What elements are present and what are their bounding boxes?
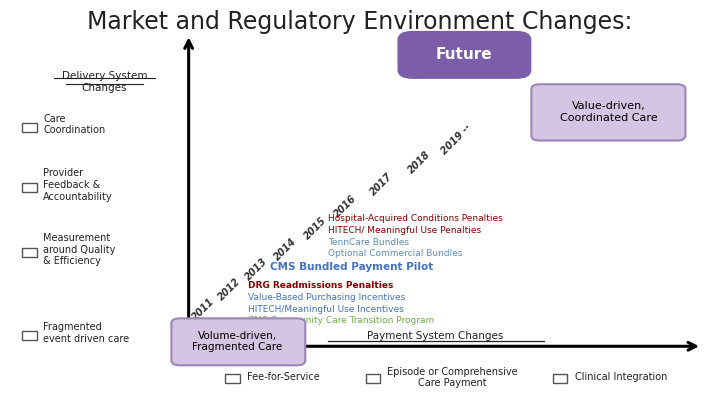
Text: CMS Community Care Transition Program: CMS Community Care Transition Program	[248, 316, 435, 325]
Text: TennCare Bundles: TennCare Bundles	[328, 238, 409, 247]
Text: HITECH/ Meaningful Use Penalties: HITECH/ Meaningful Use Penalties	[328, 226, 481, 235]
Text: Hospital-Acquired Conditions Penalties: Hospital-Acquired Conditions Penalties	[328, 214, 503, 223]
Text: Provider
Feedback &
Accountability: Provider Feedback & Accountability	[43, 168, 113, 202]
Bar	[22, 331, 37, 340]
Text: Payment System Changes: Payment System Changes	[367, 331, 504, 341]
Text: Market and Regulatory Environment Changes:: Market and Regulatory Environment Change…	[87, 10, 633, 34]
Text: CMS Bundled Payment Pilot: CMS Bundled Payment Pilot	[270, 262, 433, 272]
Text: Optional Commercial Bundles: Optional Commercial Bundles	[328, 249, 462, 258]
Text: 2018: 2018	[406, 149, 432, 175]
Bar	[225, 374, 240, 383]
Text: Clinical Integration: Clinical Integration	[575, 373, 667, 382]
Text: Delivery System
Changes: Delivery System Changes	[62, 71, 147, 93]
Text: Care
Coordination: Care Coordination	[43, 113, 105, 135]
Text: Value-Based Purchasing Incentives: Value-Based Purchasing Incentives	[248, 293, 405, 302]
Text: Volume-driven,
Fragmented Care: Volume-driven, Fragmented Care	[192, 330, 283, 352]
Text: Measurement
around Quality
& Efficiency: Measurement around Quality & Efficiency	[43, 233, 116, 266]
Bar	[366, 374, 380, 383]
Text: 2019 -·: 2019 -·	[439, 123, 474, 157]
Text: 2011: 2011	[191, 297, 217, 323]
Text: 2016: 2016	[333, 194, 359, 220]
FancyBboxPatch shape	[171, 318, 305, 365]
FancyBboxPatch shape	[531, 84, 685, 141]
Text: 2014: 2014	[272, 236, 298, 262]
Text: Value-driven,
Coordinated Care: Value-driven, Coordinated Care	[559, 101, 657, 123]
Text: Fragmented
event driven care: Fragmented event driven care	[43, 322, 130, 344]
Text: HITECH/Meaningful Use Incentives: HITECH/Meaningful Use Incentives	[248, 305, 404, 313]
FancyBboxPatch shape	[398, 32, 531, 78]
Text: 2012: 2012	[216, 277, 242, 303]
Bar	[22, 248, 37, 257]
Bar	[22, 123, 37, 132]
Text: Episode or Comprehensive
Care Payment: Episode or Comprehensive Care Payment	[387, 367, 518, 388]
Text: 2015: 2015	[302, 216, 328, 242]
Bar	[22, 183, 37, 192]
Text: DRG Readmissions Penalties: DRG Readmissions Penalties	[248, 281, 394, 290]
Text: 2013: 2013	[243, 256, 269, 282]
Text: 2017: 2017	[369, 171, 395, 197]
Text: Future: Future	[436, 47, 492, 62]
Text: Fee-for-Service: Fee-for-Service	[247, 373, 320, 382]
Bar	[553, 374, 567, 383]
